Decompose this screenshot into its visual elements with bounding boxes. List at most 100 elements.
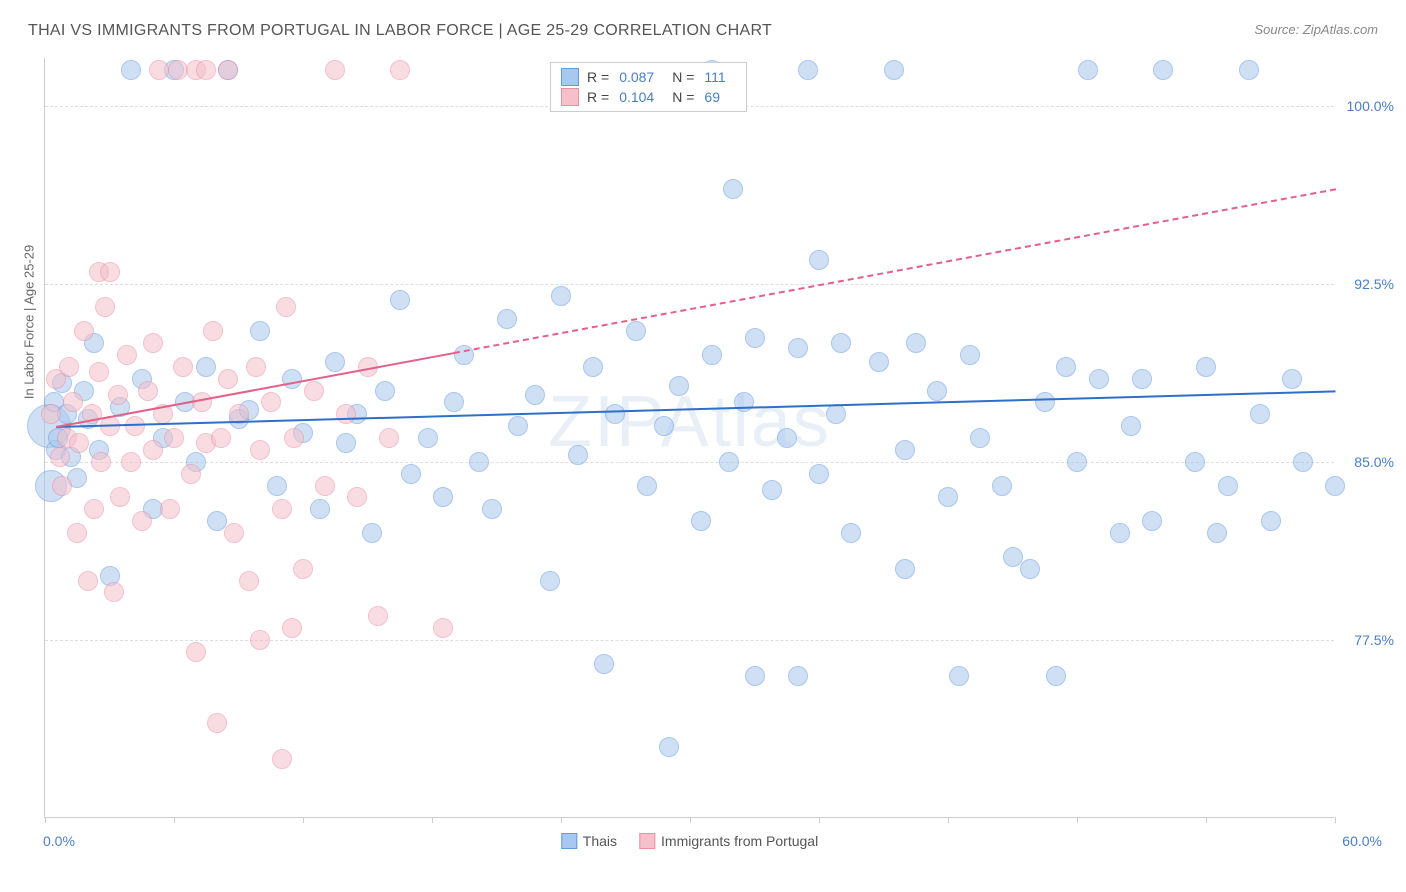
scatter-point: [218, 60, 238, 80]
scatter-point: [949, 666, 969, 686]
scatter-point: [196, 357, 216, 377]
scatter-point: [1078, 60, 1098, 80]
scatter-point: [895, 559, 915, 579]
scatter-point: [250, 321, 270, 341]
y-tick-label: 92.5%: [1354, 276, 1394, 292]
legend-label: Immigrants from Portugal: [661, 833, 818, 849]
scatter-point: [1185, 452, 1205, 472]
scatter-point: [121, 452, 141, 472]
scatter-point: [143, 333, 163, 353]
scatter-point: [605, 404, 625, 424]
legend-item: Thais: [561, 833, 617, 849]
scatter-point: [809, 250, 829, 270]
scatter-point: [1196, 357, 1216, 377]
source-attribution: Source: ZipAtlas.com: [1254, 22, 1378, 37]
scatter-point: [164, 428, 184, 448]
scatter-point: [482, 499, 502, 519]
scatter-point: [192, 392, 212, 412]
x-tick: [1206, 817, 1207, 823]
scatter-point: [315, 476, 335, 496]
scatter-point: [583, 357, 603, 377]
scatter-point: [788, 666, 808, 686]
x-tick: [1335, 817, 1336, 823]
scatter-point: [196, 60, 216, 80]
scatter-point: [250, 630, 270, 650]
scatter-point: [91, 452, 111, 472]
x-axis-max-label: 60.0%: [1342, 833, 1382, 849]
scatter-point: [50, 447, 70, 467]
scatter-point: [108, 385, 128, 405]
n-label: N =: [672, 89, 694, 105]
x-tick: [1077, 817, 1078, 823]
x-tick: [432, 817, 433, 823]
scatter-point: [1067, 452, 1087, 472]
scatter-point: [67, 523, 87, 543]
x-tick: [561, 817, 562, 823]
scatter-point: [138, 381, 158, 401]
scatter-point: [1089, 369, 1109, 389]
r-value: 0.104: [619, 89, 654, 105]
scatter-point: [659, 737, 679, 757]
scatter-point: [293, 559, 313, 579]
x-tick: [948, 817, 949, 823]
scatter-point: [869, 352, 889, 372]
scatter-point: [831, 333, 851, 353]
scatter-point: [594, 654, 614, 674]
scatter-point: [250, 440, 270, 460]
scatter-point: [525, 385, 545, 405]
scatter-point: [267, 476, 287, 496]
scatter-point: [540, 571, 560, 591]
scatter-point: [375, 381, 395, 401]
scatter-point: [938, 487, 958, 507]
scatter-point: [224, 523, 244, 543]
scatter-point: [469, 452, 489, 472]
scatter-point: [960, 345, 980, 365]
x-axis-min-label: 0.0%: [43, 833, 75, 849]
scatter-point: [186, 642, 206, 662]
scatter-point: [304, 381, 324, 401]
scatter-point: [74, 321, 94, 341]
trend-line: [453, 189, 1335, 355]
scatter-point: [63, 392, 83, 412]
n-value: 111: [704, 69, 725, 85]
r-value: 0.087: [619, 69, 654, 85]
scatter-point: [100, 262, 120, 282]
scatter-point: [826, 404, 846, 424]
gridline: [45, 462, 1334, 463]
legend-label: Thais: [583, 833, 617, 849]
scatter-point: [1020, 559, 1040, 579]
scatter-point: [1261, 511, 1281, 531]
scatter-point: [1282, 369, 1302, 389]
scatter-point: [59, 357, 79, 377]
scatter-point: [336, 404, 356, 424]
scatter-point: [433, 487, 453, 507]
legend-swatch: [561, 68, 579, 86]
scatter-point: [282, 618, 302, 638]
scatter-point: [347, 487, 367, 507]
x-tick: [819, 817, 820, 823]
scatter-point: [762, 480, 782, 500]
scatter-point: [723, 179, 743, 199]
scatter-point: [444, 392, 464, 412]
plot-area: In Labor Force | Age 25-29 ZIPAtlas 77.5…: [44, 58, 1334, 818]
scatter-point: [654, 416, 674, 436]
r-label: R =: [587, 89, 609, 105]
stats-legend: R =0.087N =111R =0.104N =69: [550, 62, 747, 112]
scatter-point: [336, 433, 356, 453]
scatter-point: [884, 60, 904, 80]
scatter-point: [777, 428, 797, 448]
gridline: [45, 640, 1334, 641]
scatter-point: [95, 297, 115, 317]
scatter-point: [1325, 476, 1345, 496]
stats-legend-row: R =0.087N =111: [561, 67, 736, 87]
scatter-point: [1218, 476, 1238, 496]
scatter-point: [1046, 666, 1066, 686]
scatter-point: [132, 511, 152, 531]
scatter-point: [1250, 404, 1270, 424]
scatter-point: [362, 523, 382, 543]
scatter-point: [1056, 357, 1076, 377]
scatter-point: [418, 428, 438, 448]
scatter-point: [906, 333, 926, 353]
scatter-point: [1110, 523, 1130, 543]
legend-swatch: [639, 833, 655, 849]
